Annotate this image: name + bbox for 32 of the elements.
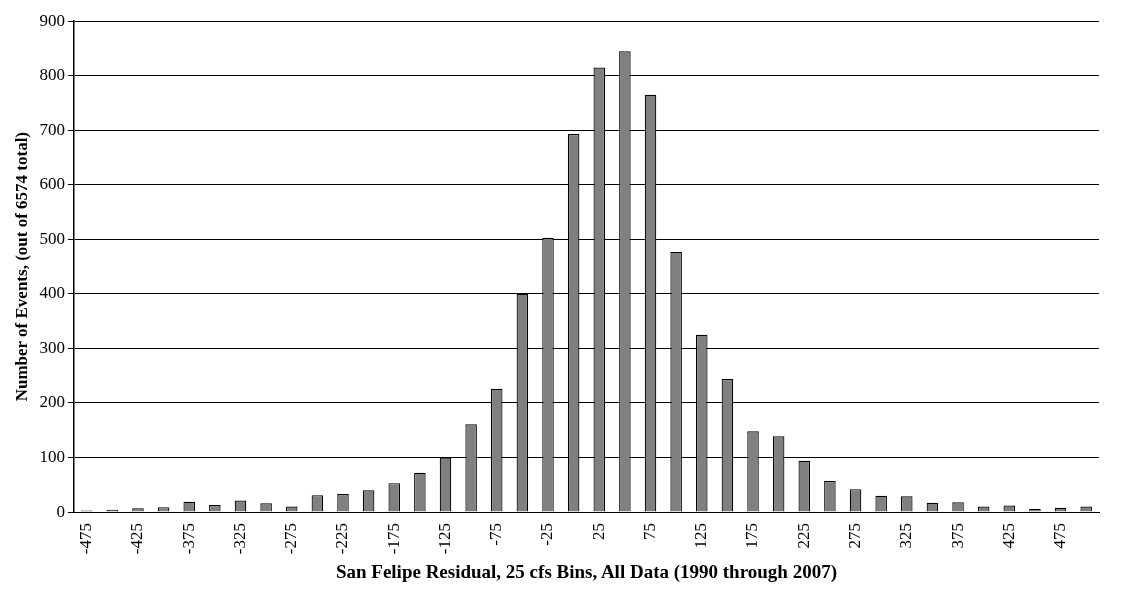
x-tick-label: 25 [588, 523, 608, 541]
x-tick-label: -175 [383, 523, 403, 555]
x-tick-label: -125 [434, 523, 454, 555]
y-tick-label: 700 [39, 119, 65, 139]
x-tick-label: -325 [229, 523, 249, 555]
y-tick-label: 0 [56, 501, 65, 521]
x-tick-label: -275 [281, 523, 301, 555]
x-tick-label: 325 [896, 523, 916, 549]
x-tick-label: 125 [691, 523, 711, 549]
y-tick-label: 400 [39, 283, 65, 303]
x-axis-title: San Felipe Residual, 25 cfs Bins, All Data (1990 through 2007) [335, 560, 837, 583]
x-tick-label: 175 [742, 523, 762, 549]
x-tick-label: 275 [845, 523, 865, 549]
x-tick-label: 225 [793, 523, 813, 549]
y-tick-label: 100 [39, 446, 65, 466]
x-tick-label: 475 [1050, 523, 1070, 549]
y-tick-label: 200 [39, 392, 65, 412]
y-tick-label: 600 [39, 174, 65, 194]
y-tick-label: 300 [39, 337, 65, 357]
x-tick-label: -425 [127, 523, 147, 555]
x-tick-label: -375 [178, 523, 198, 555]
x-tick-label: -475 [76, 523, 96, 555]
x-tick-label: 425 [998, 523, 1018, 549]
x-tick-label: 75 [639, 523, 659, 541]
x-tick-label: -25 [537, 523, 557, 546]
x-tick-label: -75 [486, 523, 506, 546]
y-axis-title: Number of Events, (out of 6574 total) [11, 131, 31, 402]
x-tick-label: -225 [332, 523, 352, 555]
y-tick-label: 900 [39, 10, 65, 30]
x-tick-label: 375 [947, 523, 967, 549]
y-tick-label: 500 [39, 228, 65, 248]
y-tick-label: 800 [39, 65, 65, 85]
